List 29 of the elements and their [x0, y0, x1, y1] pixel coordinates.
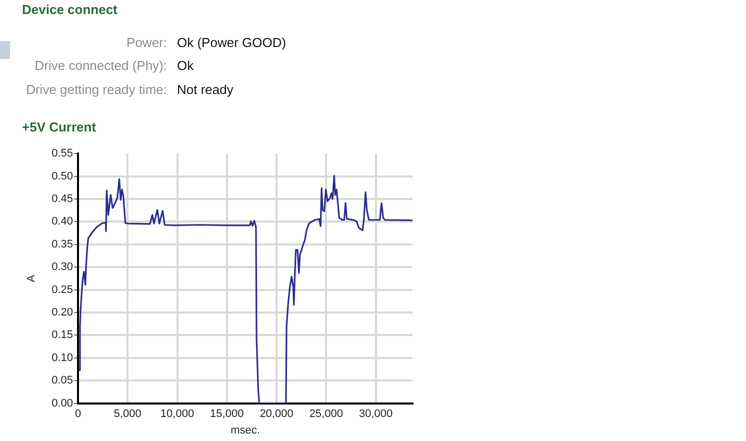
chart-title: +5V Current [22, 119, 97, 134]
y-tick-label: 0.55 [52, 148, 73, 160]
y-tick-label: 0.25 [52, 284, 73, 296]
text: Device connect [22, 2, 118, 18]
text: Drive connected (Phy): [34, 58, 167, 74]
x-tick-label: 0 [74, 408, 82, 420]
x-tick-label: 30,000 [358, 408, 393, 420]
text: Drive getting ready time: [26, 82, 167, 98]
y-tick-label: 0.20 [52, 306, 73, 319]
text: Not ready [177, 82, 234, 98]
x-tick-label: 25,000 [309, 408, 343, 420]
y-tick-label: 0.35 [52, 238, 73, 250]
x-tick-label: 5,000 [114, 408, 142, 420]
x-tick-label: 15,000 [210, 408, 244, 420]
text: Ok (Power GOOD) [177, 35, 286, 51]
y-tick-label: 0.15 [52, 329, 73, 342]
y-tick-label: 0.05 [52, 374, 73, 387]
y-axis-title: A [26, 274, 38, 282]
y-tick-label: 0.50 [52, 170, 73, 182]
y-tick-label: 0.00 [52, 397, 73, 410]
y-tick-label: 0.45 [52, 193, 73, 206]
y-tick-label: 0.10 [52, 352, 73, 364]
text: Power: [126, 35, 167, 51]
text: Ok [177, 58, 194, 74]
x-tick-label: 10,000 [160, 408, 194, 420]
y-tick-label: 0.30 [52, 261, 73, 274]
x-axis-title: msec. [230, 424, 260, 436]
y-tick-label: 0.40 [52, 216, 73, 228]
x-tick-label: 20,000 [260, 408, 294, 420]
